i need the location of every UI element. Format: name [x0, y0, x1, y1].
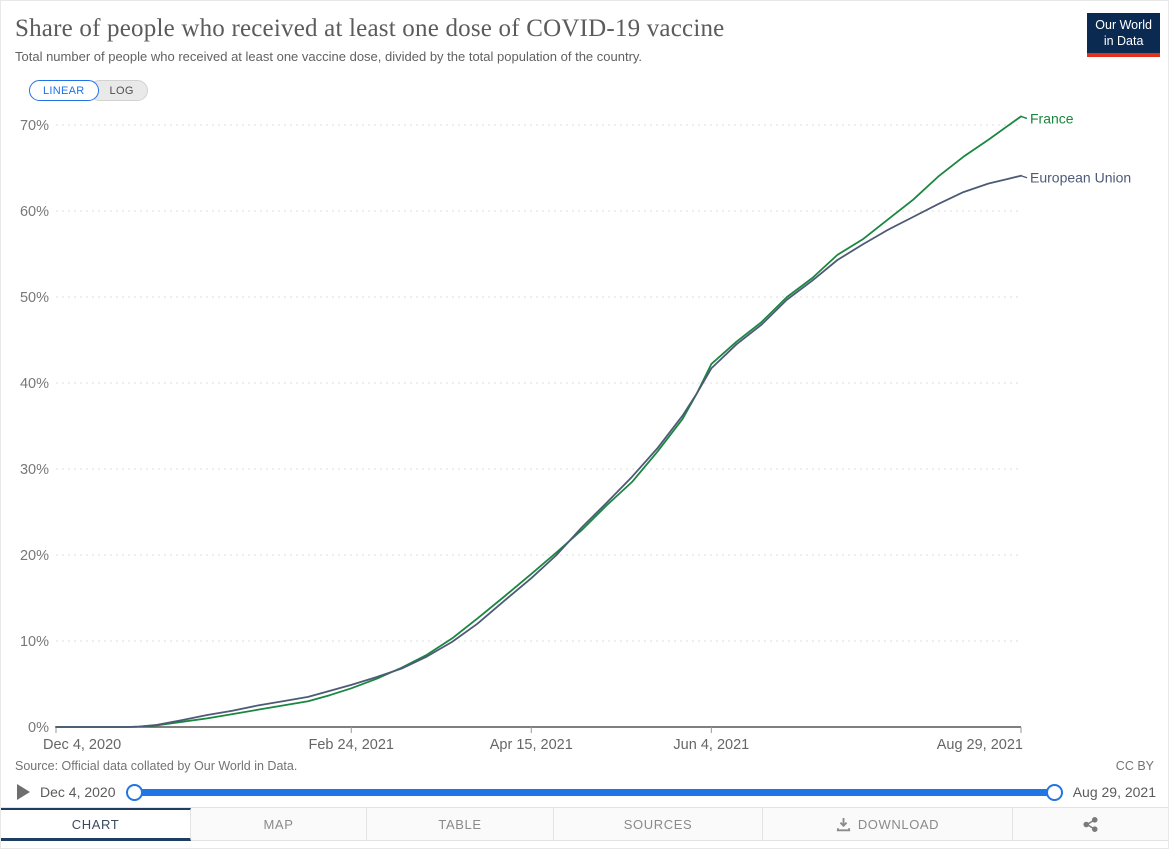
tab-download[interactable]: DOWNLOAD	[763, 808, 1013, 841]
tab-map[interactable]: MAP	[191, 808, 367, 841]
linear-scale-button[interactable]: LINEAR	[29, 80, 99, 101]
timeline-start-handle[interactable]	[125, 784, 143, 801]
series-end-label[interactable]: France	[1030, 110, 1074, 126]
download-icon	[836, 817, 851, 832]
y-axis-tick-label: 70%	[20, 118, 49, 134]
y-axis-tick-label: 0%	[28, 720, 49, 736]
timeline-track[interactable]	[133, 789, 1055, 796]
tab-sources-label: SOURCES	[623, 816, 693, 832]
license-badge[interactable]: CC BY	[1115, 759, 1154, 773]
source-text: Source: Official data collated by Our Wo…	[15, 759, 298, 773]
tab-sources[interactable]: SOURCES	[554, 808, 763, 841]
page-subtitle: Total number of people who received at l…	[15, 49, 643, 64]
series-line-european-union[interactable]	[55, 174, 1022, 728]
series-label-connector	[1020, 175, 1028, 179]
play-icon[interactable]	[17, 784, 30, 800]
owid-logo[interactable]: Our World in Data	[1087, 13, 1160, 58]
series-line-france[interactable]	[55, 115, 1022, 728]
line-chart[interactable]: 0% 10% 20% 30% 40% 50% 60% 70% Dec 4, 2020 Feb 24…	[1, 103, 1169, 753]
y-axis-tick-label: 40%	[20, 376, 49, 392]
y-axis-tick-label: 20%	[20, 548, 49, 564]
y-axis-tick-label: 60%	[20, 204, 49, 220]
tab-table-label: TABLE	[438, 816, 482, 832]
chart-header: Share of people who received at least on…	[1, 1, 1168, 101]
tab-map-label: MAP	[263, 816, 294, 832]
chart-plot-area[interactable]: 0% 10% 20% 30% 40% 50% 60% 70% Dec 4, 2020 Feb 24…	[1, 103, 1169, 753]
y-axis-tick-label: 30%	[20, 462, 49, 478]
owid-logo-line2: in Data	[1103, 33, 1144, 48]
series-label-connector	[1020, 115, 1028, 120]
x-axis-tick-label: Dec 4, 2020	[43, 737, 121, 753]
footer-tab-bar: CHART MAP TABLE SOURCES DOWNLOAD	[1, 807, 1168, 841]
timeline-end-handle[interactable]	[1045, 784, 1063, 801]
tab-download-label: DOWNLOAD	[857, 816, 940, 832]
y-axis-tick-label: 50%	[20, 290, 49, 306]
x-axis-tick-label: Apr 15, 2021	[490, 737, 573, 753]
share-icon	[1082, 816, 1099, 833]
tab-chart-label: CHART	[71, 816, 120, 832]
tab-table[interactable]: TABLE	[367, 808, 554, 841]
timeline-slider[interactable]	[125, 783, 1063, 801]
log-scale-button[interactable]: LOG	[88, 80, 148, 101]
timeline-end-label: Aug 29, 2021	[1072, 784, 1156, 800]
series-end-label[interactable]: European Union	[1030, 170, 1131, 186]
timeline-controls: Dec 4, 2020 Aug 29, 2021	[1, 777, 1168, 807]
x-axis-tick-label: Jun 4, 2021	[673, 737, 749, 753]
y-axis-tick-label: 10%	[20, 634, 49, 650]
tab-chart[interactable]: CHART	[1, 808, 191, 841]
owid-logo-line1: Our World	[1095, 18, 1152, 32]
x-axis-tick-label: Feb 24, 2021	[309, 737, 394, 753]
source-row: Source: Official data collated by Our Wo…	[1, 753, 1168, 777]
x-axis-tick-label: Aug 29, 2021	[937, 737, 1023, 753]
tab-share[interactable]	[1013, 808, 1168, 841]
page-title: Share of people who received at least on…	[15, 15, 725, 42]
timeline-start-label: Dec 4, 2020	[40, 784, 116, 800]
scale-toggle: LINEAR LOG	[29, 80, 1154, 101]
